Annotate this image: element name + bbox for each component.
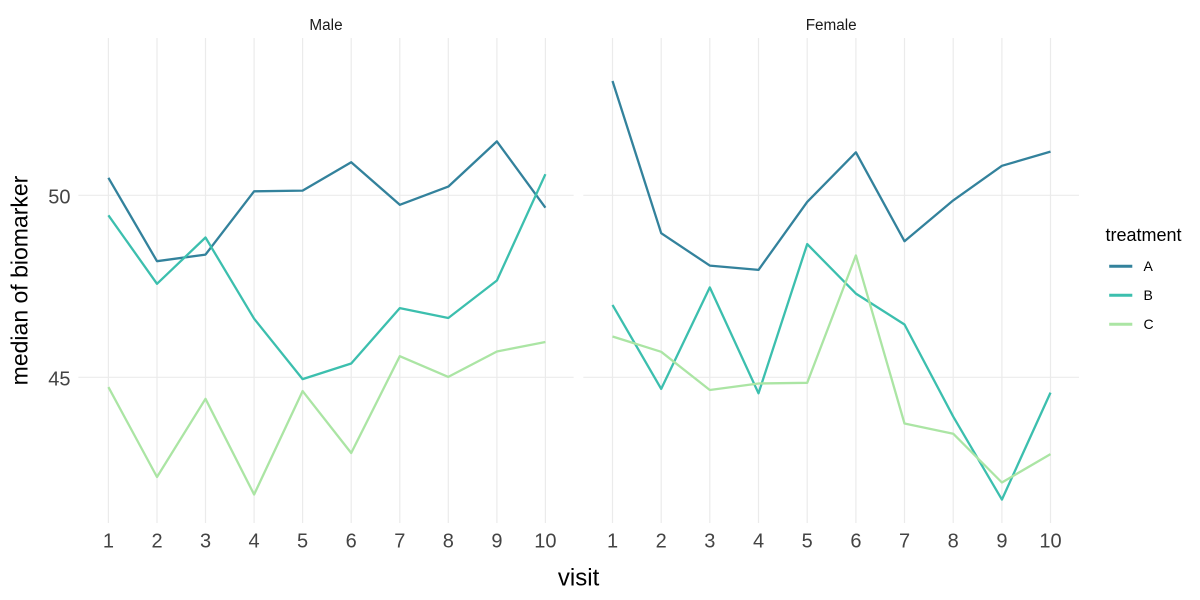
svg-text:7: 7 xyxy=(394,530,405,552)
svg-text:2: 2 xyxy=(151,530,162,552)
svg-text:1: 1 xyxy=(103,530,114,552)
svg-text:50: 50 xyxy=(48,187,70,209)
svg-text:Female: Female xyxy=(806,17,857,34)
svg-text:10: 10 xyxy=(1039,530,1061,552)
svg-text:10: 10 xyxy=(534,530,556,552)
svg-text:1: 1 xyxy=(607,530,618,552)
svg-text:A: A xyxy=(1144,258,1154,274)
svg-text:9: 9 xyxy=(491,530,502,552)
svg-text:6: 6 xyxy=(346,530,357,552)
svg-text:3: 3 xyxy=(704,530,715,552)
svg-text:median of biomarker: median of biomarker xyxy=(7,175,33,385)
svg-text:visit: visit xyxy=(558,565,600,592)
svg-text:8: 8 xyxy=(443,530,454,552)
svg-text:8: 8 xyxy=(948,530,959,552)
svg-text:5: 5 xyxy=(802,530,813,552)
svg-text:4: 4 xyxy=(249,530,260,552)
svg-text:B: B xyxy=(1144,287,1153,303)
svg-text:45: 45 xyxy=(48,368,70,390)
svg-text:9: 9 xyxy=(996,530,1007,552)
svg-text:C: C xyxy=(1144,316,1154,332)
svg-text:3: 3 xyxy=(200,530,211,552)
svg-text:6: 6 xyxy=(850,530,861,552)
svg-text:4: 4 xyxy=(753,530,764,552)
svg-text:5: 5 xyxy=(297,530,308,552)
svg-text:7: 7 xyxy=(899,530,910,552)
svg-text:treatment: treatment xyxy=(1106,225,1182,245)
svg-text:Male: Male xyxy=(309,17,342,34)
svg-text:2: 2 xyxy=(656,530,667,552)
